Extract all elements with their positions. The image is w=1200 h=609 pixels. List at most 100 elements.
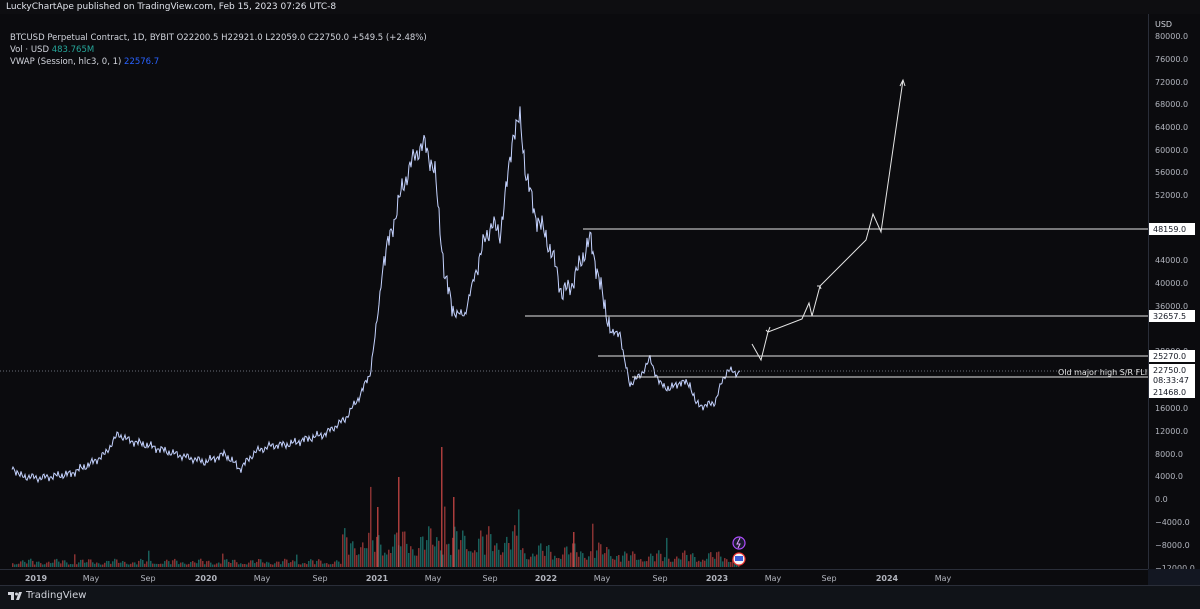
volume-bar: [558, 558, 560, 567]
volume-bar: [392, 546, 394, 567]
volume-bar: [154, 563, 156, 567]
volume-bar: [230, 563, 232, 567]
chart-pane[interactable]: BTCUSD Perpetual Contract, 1D, BYBIT O22…: [0, 14, 1148, 569]
time-tick-label: May: [425, 574, 442, 583]
volume-bar: [252, 560, 254, 567]
time-tick-label: Sep: [140, 574, 155, 583]
volume-bar: [594, 557, 596, 567]
volume-bar: [612, 558, 614, 567]
vwap-legend: VWAP (Session, hlc3, 0, 1) 22576.7: [10, 56, 427, 68]
price-tick-label: 36000.0: [1155, 302, 1188, 311]
tradingview-brand[interactable]: TradingView: [8, 590, 86, 601]
volume-bar: [588, 556, 590, 567]
volume-bar: [578, 556, 580, 567]
volume-bar: [568, 554, 570, 567]
volume-bar: [670, 561, 672, 567]
volume-bar: [452, 537, 454, 567]
volume-bar: [708, 553, 710, 567]
volume-bar: [350, 543, 352, 567]
volume-bar: [56, 558, 58, 567]
volume-bar: [280, 564, 282, 567]
volume-bar: [434, 546, 436, 567]
volume-bar: [428, 526, 430, 567]
volume-bar: [548, 545, 550, 567]
volume-bar: [330, 564, 332, 567]
volume-bar: [210, 562, 212, 567]
volume-bar: [636, 559, 638, 567]
chart-canvas[interactable]: Old major high S/R FLIP: [0, 14, 1148, 569]
volume-bar: [360, 547, 362, 567]
volume-bar: [104, 562, 106, 567]
volume-bar: [716, 552, 718, 567]
volume-bar: [146, 561, 148, 567]
volume-bar: [400, 546, 402, 567]
projection-path[interactable]: [751, 79, 904, 362]
volume-bar: [320, 560, 322, 567]
volume-bar: [530, 556, 532, 567]
volume-bar: [170, 564, 172, 567]
price-scale[interactable]: USD 80000.0 76000.0 72000.0 68000.0 64000.0 6…: [1148, 14, 1200, 573]
volume-bar: [368, 532, 370, 567]
volume-bar: [472, 552, 474, 567]
volume-bar: [704, 560, 706, 567]
volume-bar: [564, 547, 566, 567]
volume-bar: [722, 561, 724, 567]
flip-annotation[interactable]: Old major high S/R FLIP: [1058, 368, 1148, 377]
volume-bar: [416, 555, 418, 567]
volume-bar: [142, 560, 144, 567]
volume-bar: [494, 545, 496, 567]
volume-bar: [78, 562, 80, 567]
volume-bar: [200, 558, 202, 567]
time-tick-label: Sep: [821, 574, 836, 583]
brand-name: TradingView: [26, 590, 87, 601]
volume-bar: [70, 564, 72, 567]
volume-bar: [566, 546, 568, 567]
time-tick-label: Sep: [482, 574, 497, 583]
volume-bar: [258, 559, 260, 567]
price-tick-label: 72000.0: [1155, 78, 1188, 87]
volume-bar: [468, 551, 470, 567]
volume-bar: [214, 564, 216, 567]
volume-bar: [348, 554, 350, 567]
volume-bar: [44, 564, 46, 567]
volume-bar: [694, 557, 696, 567]
volume-bar: [72, 564, 74, 567]
volume-bar: [102, 564, 104, 567]
volume-bar: [490, 534, 492, 567]
volume-bar: [672, 561, 674, 567]
volume-bar: [690, 554, 692, 567]
volume-bar: [444, 506, 446, 567]
volume-bar: [74, 554, 76, 567]
volume-bar: [92, 562, 94, 567]
volume-bar: [40, 563, 42, 567]
countdown-tag: 08:33:47: [1153, 376, 1189, 385]
volume-bar: [128, 564, 130, 567]
volume-bar: [82, 559, 84, 567]
volume-bar: [144, 563, 146, 567]
volume-bar: [216, 563, 218, 567]
volume-bar: [470, 551, 472, 567]
volume-bar: [598, 542, 600, 567]
volume-bar: [234, 559, 236, 567]
volume-bar: [324, 563, 326, 567]
time-ticks: 2019 May Sep 2020 May Sep 2021 May Sep 2022 May Sep…: [25, 574, 952, 583]
volume-bar: [192, 561, 194, 567]
volume-bar: [506, 536, 508, 567]
volume-bar: [580, 551, 582, 567]
volume-bar: [246, 564, 248, 567]
volume-bar: [556, 558, 558, 567]
volume-bar: [620, 561, 622, 567]
time-tick-label: May: [935, 574, 952, 583]
volume-bar: [562, 554, 564, 567]
volume-bar: [292, 560, 294, 567]
lightning-event-icon[interactable]: [732, 536, 746, 550]
volume-bar: [284, 558, 286, 567]
volume-bar: [656, 553, 658, 567]
price-tick-label: 56000.0: [1155, 168, 1188, 177]
volume-bar: [36, 561, 38, 567]
volume-bar: [590, 551, 592, 567]
volume-bar: [646, 561, 648, 567]
time-scale[interactable]: 2019 May Sep 2020 May Sep 2021 May Sep 2022 May Sep…: [0, 569, 1148, 585]
volume-bar: [90, 559, 92, 567]
volume-bar: [376, 536, 378, 567]
